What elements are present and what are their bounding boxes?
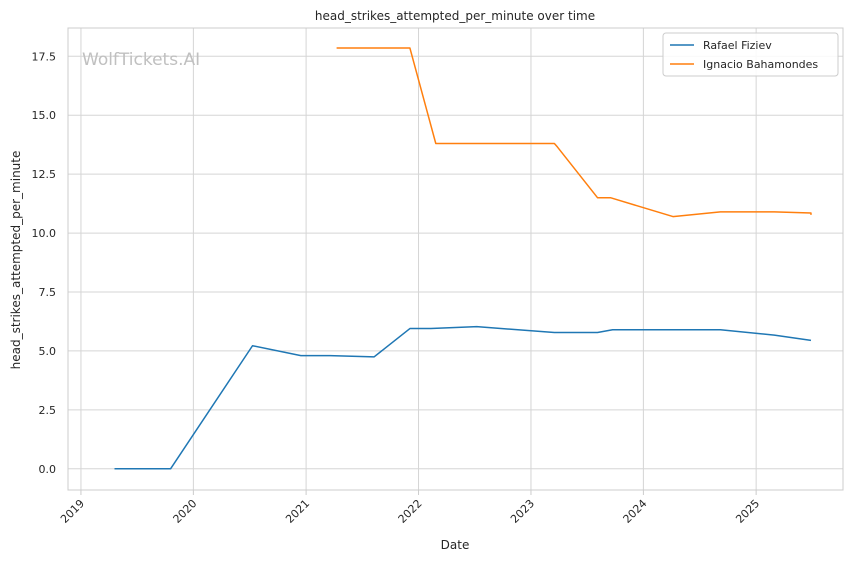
y-axis-label: head_strikes_attempted_per_minute	[9, 151, 23, 370]
x-tick-label: 2021	[283, 497, 312, 526]
watermark: WolfTickets.AI	[82, 50, 200, 70]
legend-label-rafael-fiziev: Rafael Fiziev	[703, 39, 772, 52]
x-tick-label: 2019	[58, 497, 87, 526]
legend: Rafael Fiziev Ignacio Bahamondes	[662, 32, 839, 77]
x-tick-label: 2020	[170, 497, 199, 526]
legend-box	[662, 32, 839, 77]
plot-area	[114, 47, 812, 470]
series-line-rafael-fiziev	[114, 325, 812, 470]
legend-label-ignacio-bahamondes: Ignacio Bahamondes	[703, 58, 818, 71]
grid	[68, 28, 843, 490]
x-tick-label: 2025	[733, 497, 762, 526]
tick-labels: 0.0 2.5 5.0 7.5 10.0 12.5 15.0 17.5 2019 2020 2021…	[32, 50, 763, 526]
y-tick-label: 7.5	[39, 286, 57, 299]
y-tick-label: 15.0	[32, 109, 57, 122]
y-tick-label: 10.0	[32, 227, 57, 240]
y-tick-label: 2.5	[39, 404, 57, 417]
x-tick-label: 2022	[396, 497, 425, 526]
y-tick-label: 5.0	[39, 345, 57, 358]
x-axis-label: Date	[441, 538, 470, 552]
plot-frame	[67, 27, 844, 491]
x-tick-label: 2024	[621, 497, 650, 526]
y-tick-label: 12.5	[32, 168, 57, 181]
y-tick-label: 0.0	[39, 463, 57, 476]
x-tick-label: 2023	[508, 497, 537, 526]
series-line-ignacio-bahamondes	[336, 47, 812, 218]
y-tick-label: 17.5	[32, 50, 57, 63]
chart-title: head_strikes_attempted_per_minute over t…	[315, 9, 595, 23]
